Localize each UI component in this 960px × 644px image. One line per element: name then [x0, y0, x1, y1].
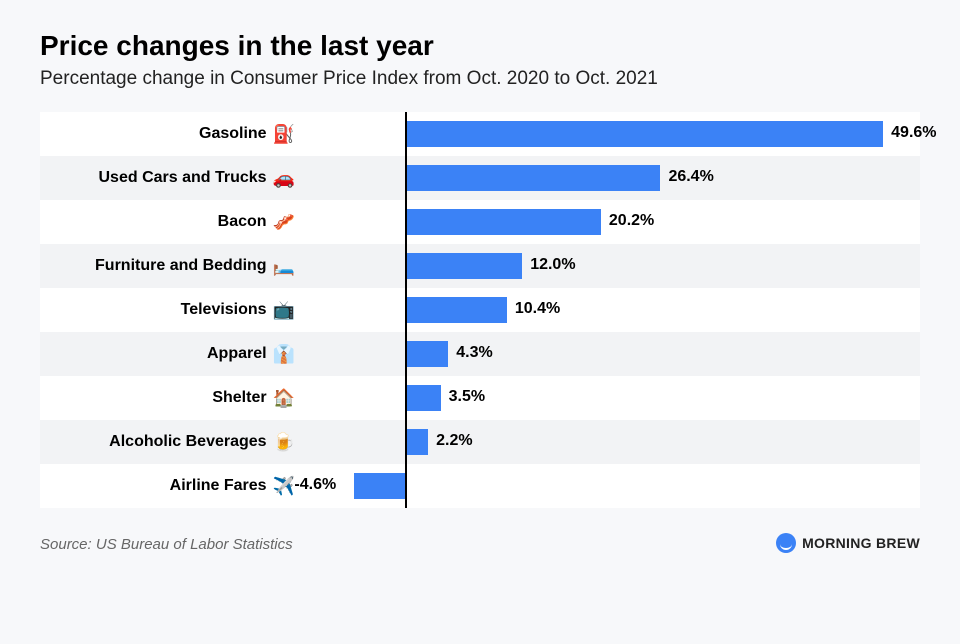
row-label-text: Shelter: [212, 389, 266, 407]
bar-track: 20.2%: [305, 200, 920, 244]
bar: [407, 385, 441, 411]
bar: [407, 297, 507, 323]
chart-row: Bacon 🥓 20.2%: [40, 200, 920, 244]
row-label-text: Apparel: [207, 345, 267, 363]
row-label-text: Used Cars and Trucks: [99, 169, 267, 187]
chart-row: Alcoholic Beverages 🍺 2.2%: [40, 420, 920, 464]
chart-row: Furniture and Bedding 🛏️ 12.0%: [40, 244, 920, 288]
chart-row: Televisions 📺 10.4%: [40, 288, 920, 332]
bar-value: 10.4%: [515, 300, 560, 318]
row-icon: 📺: [273, 300, 295, 321]
bar-value: 2.2%: [436, 432, 472, 450]
row-label-text: Televisions: [181, 301, 267, 319]
row-icon: ⛽: [273, 124, 295, 145]
bar: [407, 165, 660, 191]
row-icon: 🍺: [273, 432, 295, 453]
bar-track: 3.5%: [305, 376, 920, 420]
row-label: Furniture and Bedding 🛏️: [40, 256, 305, 277]
chart-row: Used Cars and Trucks 🚗 26.4%: [40, 156, 920, 200]
bar-track: 2.2%: [305, 420, 920, 464]
chart-row: Airline Fares✈️-4.6%: [40, 464, 920, 508]
row-icon: 🥓: [273, 212, 295, 233]
bar: [407, 121, 883, 147]
brand-logo-icon: [776, 533, 796, 553]
row-label: Airline Fares ✈️: [40, 476, 305, 497]
chart-footer: Source: US Bureau of Labor Statistics MO…: [40, 508, 920, 553]
bar-track: 4.3%: [305, 332, 920, 376]
bar: [407, 209, 601, 235]
row-label: Bacon 🥓: [40, 212, 305, 233]
row-label-text: Bacon: [218, 213, 267, 231]
bar: [407, 429, 428, 455]
row-icon: ✈️: [273, 476, 295, 497]
chart-title: Price changes in the last year: [40, 30, 920, 62]
row-label-text: Airline Fares: [170, 477, 267, 495]
row-label: Alcoholic Beverages 🍺: [40, 432, 305, 453]
axis-line: [405, 464, 407, 508]
row-icon: 👔: [273, 344, 295, 365]
row-label-text: Furniture and Bedding: [95, 257, 267, 275]
bar-value: -4.6%: [294, 476, 336, 494]
bar-track: 10.4%: [305, 288, 920, 332]
chart-subtitle: Percentage change in Consumer Price Inde…: [40, 68, 920, 90]
bar-value: 26.4%: [668, 168, 713, 186]
row-label: Gasoline ⛽: [40, 124, 305, 145]
chart-card: Price changes in the last year Percentag…: [0, 0, 960, 644]
bar-value: 12.0%: [530, 256, 575, 274]
bar-track: 26.4%: [305, 156, 920, 200]
row-label: Apparel 👔: [40, 344, 305, 365]
chart-row: Apparel 👔 4.3%: [40, 332, 920, 376]
bar-track: -4.6%: [305, 464, 920, 508]
bar-value: 49.6%: [891, 124, 936, 142]
bar: [354, 473, 405, 499]
bar-value: 4.3%: [456, 344, 492, 362]
source-text: Source: US Bureau of Labor Statistics: [40, 536, 293, 553]
bar-chart: Gasoline ⛽ 49.6% Used Cars and Trucks 🚗 26.4%…: [40, 112, 920, 508]
brand-badge: MORNING BREW: [776, 533, 920, 553]
bar-value: 3.5%: [449, 388, 485, 406]
row-label-text: Alcoholic Beverages: [109, 433, 266, 451]
row-label: Televisions 📺: [40, 300, 305, 321]
row-icon: 🏠: [273, 388, 295, 409]
row-label: Shelter 🏠: [40, 388, 305, 409]
chart-row: Shelter 🏠 3.5%: [40, 376, 920, 420]
bar: [407, 253, 522, 279]
bar-track: 49.6%: [305, 112, 920, 156]
row-icon: 🚗: [273, 168, 295, 189]
row-icon: 🛏️: [273, 256, 295, 277]
brand-name: MORNING BREW: [802, 535, 920, 551]
bar-track: 12.0%: [305, 244, 920, 288]
bar: [407, 341, 448, 367]
row-label-text: Gasoline: [199, 125, 267, 143]
chart-row: Gasoline ⛽ 49.6%: [40, 112, 920, 156]
row-label: Used Cars and Trucks 🚗: [40, 168, 305, 189]
bar-value: 20.2%: [609, 212, 654, 230]
